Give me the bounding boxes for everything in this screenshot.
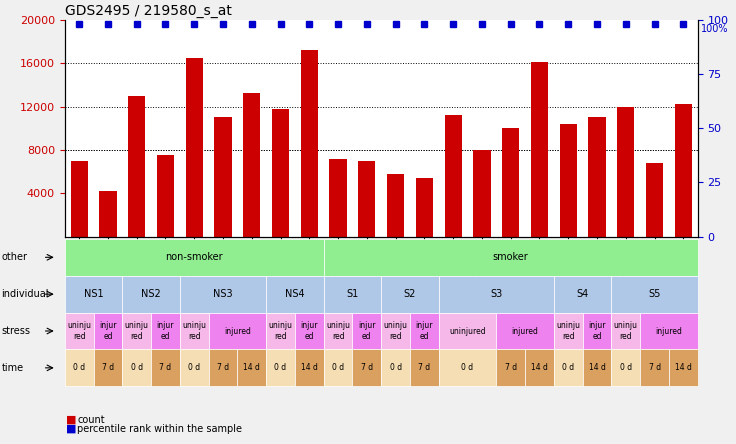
Text: GDS2495 / 219580_s_at: GDS2495 / 219580_s_at [65, 4, 232, 18]
Text: injur
ed: injur ed [416, 321, 434, 341]
Text: time: time [1, 363, 24, 373]
Bar [646, 163, 663, 237]
Text: NS3: NS3 [213, 289, 233, 299]
Text: 7 d: 7 d [102, 363, 114, 373]
Text: 0 d: 0 d [130, 363, 143, 373]
Text: 7 d: 7 d [418, 363, 431, 373]
Text: smoker: smoker [493, 252, 528, 262]
Text: S2: S2 [404, 289, 416, 299]
Bar [502, 128, 520, 237]
Text: 14 d: 14 d [531, 363, 548, 373]
Text: 7 d: 7 d [505, 363, 517, 373]
Text: uninju
red: uninju red [183, 321, 206, 341]
Text: count: count [77, 415, 105, 425]
Text: 0 d: 0 d [620, 363, 632, 373]
Text: uninju
red: uninju red [269, 321, 292, 341]
Text: injured: injured [512, 326, 539, 336]
Text: NS2: NS2 [141, 289, 161, 299]
Text: 14 d: 14 d [589, 363, 606, 373]
Text: 0 d: 0 d [562, 363, 574, 373]
Text: non-smoker: non-smoker [166, 252, 223, 262]
Text: uninjured: uninjured [449, 326, 486, 336]
Bar [618, 107, 634, 237]
Text: injur
ed: injur ed [99, 321, 117, 341]
Text: injur
ed: injur ed [157, 321, 174, 341]
Bar [416, 178, 433, 237]
Text: 100%: 100% [701, 24, 729, 35]
Text: 7 d: 7 d [361, 363, 373, 373]
Text: S4: S4 [576, 289, 589, 299]
Bar [272, 109, 289, 237]
Text: 7 d: 7 d [648, 363, 661, 373]
Text: uninju
red: uninju red [556, 321, 580, 341]
Bar [185, 58, 203, 237]
Text: S5: S5 [648, 289, 661, 299]
Text: 14 d: 14 d [301, 363, 318, 373]
Bar [588, 118, 606, 237]
Bar [128, 96, 145, 237]
Text: 7 d: 7 d [160, 363, 171, 373]
Bar [99, 191, 116, 237]
Text: other: other [1, 252, 27, 262]
Bar [214, 118, 232, 237]
Text: ■: ■ [66, 424, 77, 434]
Text: uninju
red: uninju red [383, 321, 408, 341]
Bar [71, 161, 88, 237]
Text: 0 d: 0 d [389, 363, 402, 373]
Text: uninju
red: uninju red [326, 321, 350, 341]
Bar [387, 174, 404, 237]
Bar [301, 50, 318, 237]
Text: 14 d: 14 d [675, 363, 692, 373]
Text: S1: S1 [347, 289, 358, 299]
Text: 0 d: 0 d [275, 363, 286, 373]
Bar [330, 159, 347, 237]
Bar [531, 62, 548, 237]
Text: individual: individual [1, 289, 49, 299]
Text: S3: S3 [490, 289, 503, 299]
Text: injur
ed: injur ed [358, 321, 375, 341]
Text: 14 d: 14 d [244, 363, 261, 373]
Bar [559, 124, 577, 237]
Text: NS4: NS4 [285, 289, 305, 299]
Bar [445, 115, 461, 237]
Bar [243, 92, 261, 237]
Bar [473, 150, 491, 237]
Text: 0 d: 0 d [332, 363, 344, 373]
Text: stress: stress [1, 326, 30, 336]
Text: percentile rank within the sample: percentile rank within the sample [77, 424, 242, 434]
Text: injur
ed: injur ed [588, 321, 606, 341]
Bar [358, 161, 375, 237]
Text: injured: injured [224, 326, 251, 336]
Text: injur
ed: injur ed [300, 321, 318, 341]
Text: 0 d: 0 d [461, 363, 474, 373]
Text: uninju
red: uninju red [614, 321, 638, 341]
Text: uninju
red: uninju red [67, 321, 91, 341]
Text: injured: injured [656, 326, 682, 336]
Text: ■: ■ [66, 415, 77, 425]
Bar [675, 104, 692, 237]
Text: 0 d: 0 d [73, 363, 85, 373]
Text: uninju
red: uninju red [124, 321, 149, 341]
Text: NS1: NS1 [84, 289, 103, 299]
Bar [157, 155, 174, 237]
Text: 0 d: 0 d [188, 363, 200, 373]
Text: 7 d: 7 d [217, 363, 229, 373]
